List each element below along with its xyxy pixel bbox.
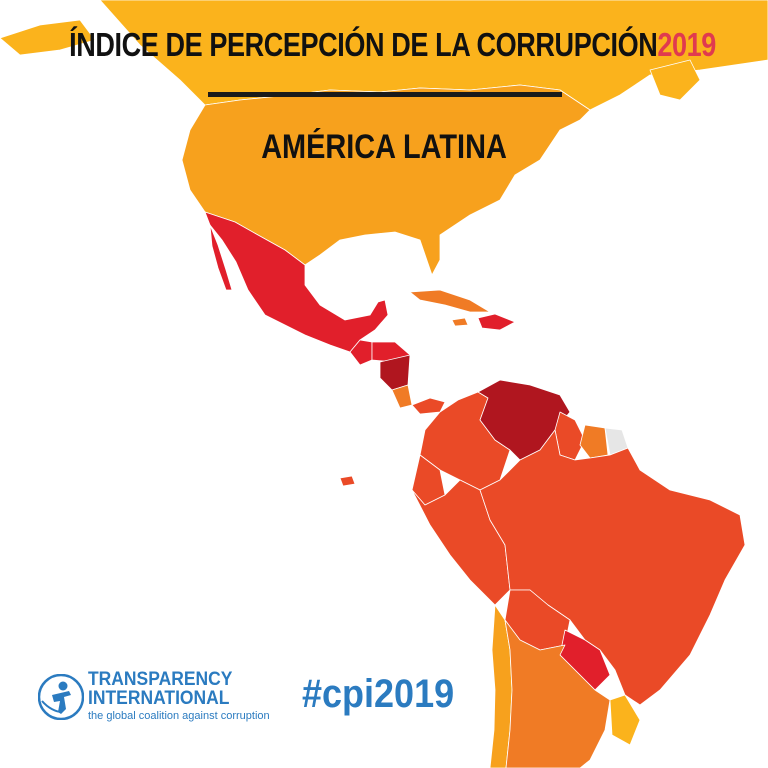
- region-panama: [411, 397, 446, 415]
- region-labrador: [649, 59, 701, 101]
- region-baja-california: [209, 224, 233, 291]
- hashtag: #cpi2019: [302, 672, 455, 716]
- logo-line2: INTERNATIONAL: [88, 688, 230, 709]
- region-cuba: [409, 289, 491, 313]
- transparency-international-person-icon: [38, 674, 84, 720]
- region-haiti-dr: [477, 313, 516, 331]
- region-uruguay: [609, 694, 641, 746]
- region-suriname: [579, 424, 609, 459]
- title-year: 2019: [657, 26, 716, 63]
- page-subtitle: AMÉRICA LATINA: [261, 128, 507, 166]
- region-galapagos: [339, 475, 356, 487]
- region-jamaica: [451, 317, 469, 327]
- transparency-international-logo: TRANSPARENCY INTERNATIONAL the global co…: [38, 670, 278, 730]
- title-main: ÍNDICE DE PERCEPCIÓN DE LA CORRUPCIÓN: [69, 26, 658, 63]
- logo-line1: TRANSPARENCY: [88, 669, 233, 690]
- title-divider: [208, 92, 562, 97]
- region-argentina: [504, 619, 611, 768]
- page-title: ÍNDICE DE PERCEPCIÓN DE LA CORRUPCIÓN201…: [69, 26, 716, 64]
- logo-tagline: the global coalition against corruption: [88, 710, 270, 722]
- region-arctic-islands: [0, 19, 96, 56]
- logo-name: TRANSPARENCY INTERNATIONAL: [88, 670, 232, 708]
- region-mexico: [204, 211, 389, 353]
